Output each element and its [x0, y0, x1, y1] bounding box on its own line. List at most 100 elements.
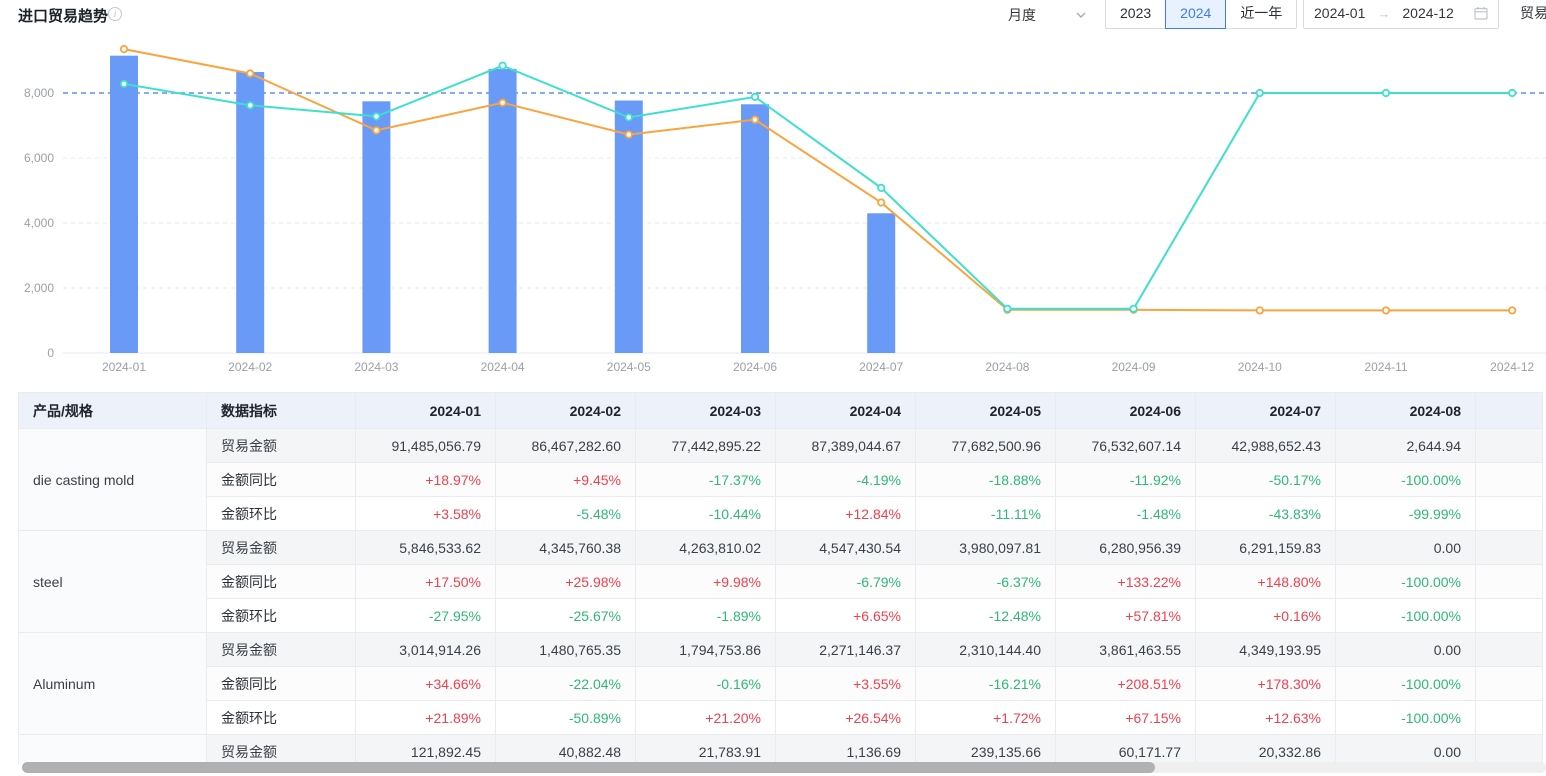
orange-line-point-2024-02[interactable]	[246, 69, 255, 78]
cell-trailing	[1475, 700, 1543, 735]
cell-yoy-2024-04: -4.19%	[775, 462, 916, 497]
indicator-label: 金额环比	[206, 700, 356, 735]
bar-2024-07[interactable]	[867, 213, 896, 353]
bar-2024-02[interactable]	[236, 71, 265, 354]
teal-line-point-2024-03[interactable]	[372, 112, 381, 121]
period-select[interactable]: 月度	[1008, 3, 1086, 27]
cell-trailing	[1475, 564, 1543, 599]
cell-mom-2024-01: +3.58%	[355, 496, 496, 531]
x-axis-tick-label: 2024-05	[607, 360, 651, 374]
x-axis-tick-label: 2024-06	[733, 360, 777, 374]
teal-line-point-2024-06[interactable]	[750, 92, 760, 102]
teal-line-point-2024-12[interactable]	[1508, 88, 1517, 98]
indicator-label: 金额同比	[206, 462, 356, 497]
cell-mom-2024-08: -100.00%	[1335, 598, 1476, 633]
trade-type-select-partial[interactable]: 贸易	[1520, 5, 1546, 21]
chevron-down-icon	[1076, 12, 1086, 18]
cell-yoy-2024-06: +208.51%	[1055, 666, 1196, 701]
horizontal-scrollbar-track[interactable]	[22, 762, 1546, 773]
horizontal-scrollbar-thumb[interactable]	[22, 762, 1155, 773]
cell-mom-2024-03: -1.89%	[635, 598, 776, 633]
cell-yoy-2024-05: -6.37%	[915, 564, 1056, 599]
year-button-recent[interactable]: 近一年	[1225, 0, 1298, 29]
teal-line-point-2024-11[interactable]	[1381, 88, 1391, 98]
y-axis-tick-label: 0	[47, 346, 54, 360]
cell-trailing	[1475, 734, 1543, 764]
teal-line-point-2024-02[interactable]	[246, 101, 255, 110]
cell-mom-2024-07: +12.63%	[1195, 700, 1336, 735]
bar-2024-06[interactable]	[741, 104, 769, 354]
orange-line-point-2024-05[interactable]	[624, 130, 633, 139]
date-range-start[interactable]: 2024-01	[1314, 5, 1366, 21]
cell-amount-2024-07: 6,291,159.83	[1195, 530, 1336, 565]
teal-line-point-2024-08[interactable]	[1003, 304, 1012, 313]
year-button-2024[interactable]: 2024	[1165, 0, 1227, 29]
orange-line-point-2024-11[interactable]	[1381, 306, 1391, 315]
orange-line-point-2024-12[interactable]	[1508, 306, 1517, 315]
year-button-2023[interactable]: 2023	[1105, 0, 1167, 29]
indicator-label: 金额同比	[206, 666, 356, 701]
cell-mom-2024-04: +6.65%	[775, 598, 916, 633]
teal-line-point-2024-09[interactable]	[1129, 304, 1138, 313]
cell-mom-2024-08: -100.00%	[1335, 700, 1476, 735]
date-range-end[interactable]: 2024-12	[1402, 5, 1454, 21]
col-header-indicator: 数据指标	[206, 392, 356, 429]
cell-amount-2024-03: 4,263,810.02	[635, 530, 776, 565]
indicator-label: 贸易金额	[206, 530, 356, 565]
cell-yoy-2024-03: -17.37%	[635, 462, 776, 497]
cell-amount-2024-06: 60,171.77	[1055, 734, 1196, 764]
bar-2024-03[interactable]	[362, 101, 391, 353]
cell-yoy-2024-06: +133.22%	[1055, 564, 1196, 599]
teal-line-point-2024-10[interactable]	[1255, 88, 1264, 98]
cell-amount-2024-04: 4,547,430.54	[775, 530, 916, 565]
teal-line-point-2024-04[interactable]	[498, 61, 507, 70]
bar-2024-01[interactable]	[110, 55, 138, 353]
teal-line-point-2024-05[interactable]	[624, 113, 633, 122]
bar-2024-04[interactable]	[488, 68, 517, 353]
cell-amount-2024-01: 3,014,914.26	[355, 632, 496, 667]
cell-amount-2024-07: 42,988,652.43	[1195, 428, 1336, 463]
cell-amount-2024-08: 0.00	[1335, 530, 1476, 565]
orange-line-point-2024-04[interactable]	[498, 98, 507, 107]
cell-yoy-2024-07: -50.17%	[1195, 462, 1336, 497]
cell-amount-2024-01: 91,485,056.79	[355, 428, 496, 463]
orange-line-point-2024-03[interactable]	[372, 126, 381, 135]
cell-amount-2024-02: 1,480,765.35	[495, 632, 636, 667]
cell-mom-2024-03: -10.44%	[635, 496, 776, 531]
orange-line-point-2024-06[interactable]	[750, 115, 760, 124]
cell-yoy-2024-03: -0.16%	[635, 666, 776, 701]
y-axis-tick-label: 8,000	[24, 86, 54, 100]
orange-line-point-2024-07[interactable]	[877, 198, 886, 207]
product-name-row-3	[18, 734, 207, 764]
data-table: 产品/规格 数据指标 2024-01 2024-02 2024-03 2024-04 202…	[18, 392, 1543, 764]
cell-mom-2024-03: +21.20%	[635, 700, 776, 735]
cell-amount-2024-06: 76,532,607.14	[1055, 428, 1196, 463]
cell-yoy-2024-01: +34.66%	[355, 666, 496, 701]
cell-amount-2024-07: 20,332.86	[1195, 734, 1336, 764]
teal-line-point-2024-07[interactable]	[877, 183, 886, 192]
cell-amount-2024-05: 77,682,500.96	[915, 428, 1056, 463]
x-axis-tick-label: 2024-10	[1238, 360, 1282, 374]
cell-mom-2024-04: +26.54%	[775, 700, 916, 735]
date-range-picker[interactable]: 2024-01 → 2024-12	[1303, 0, 1499, 29]
indicator-label: 贸易金额	[206, 734, 356, 764]
cell-yoy-2024-07: +148.80%	[1195, 564, 1336, 599]
x-axis-tick-label: 2024-09	[1112, 360, 1156, 374]
orange-line-point-2024-01[interactable]	[119, 45, 129, 54]
cell-amount-2024-06: 6,280,956.39	[1055, 530, 1196, 565]
cell-mom-2024-04: +12.84%	[775, 496, 916, 531]
cell-amount-2024-08: 2,644.94	[1335, 428, 1476, 463]
cell-amount-2024-05: 2,310,144.40	[915, 632, 1056, 667]
data-table-container[interactable]: 产品/规格 数据指标 2024-01 2024-02 2024-03 2024-04 202…	[18, 392, 1546, 764]
cell-mom-2024-05: -11.11%	[915, 496, 1056, 531]
calendar-icon[interactable]	[1474, 6, 1488, 20]
teal-line-point-2024-01[interactable]	[119, 79, 129, 89]
cell-amount-2024-01: 5,846,533.62	[355, 530, 496, 565]
orange-line-point-2024-10[interactable]	[1255, 306, 1264, 315]
cell-yoy-2024-04: -6.79%	[775, 564, 916, 599]
col-header-trailing	[1475, 392, 1543, 429]
bar-2024-05[interactable]	[614, 100, 643, 353]
x-axis-tick-label: 2024-11	[1364, 360, 1407, 374]
cell-yoy-2024-01: +18.97%	[355, 462, 496, 497]
info-icon[interactable]: i	[108, 7, 122, 21]
